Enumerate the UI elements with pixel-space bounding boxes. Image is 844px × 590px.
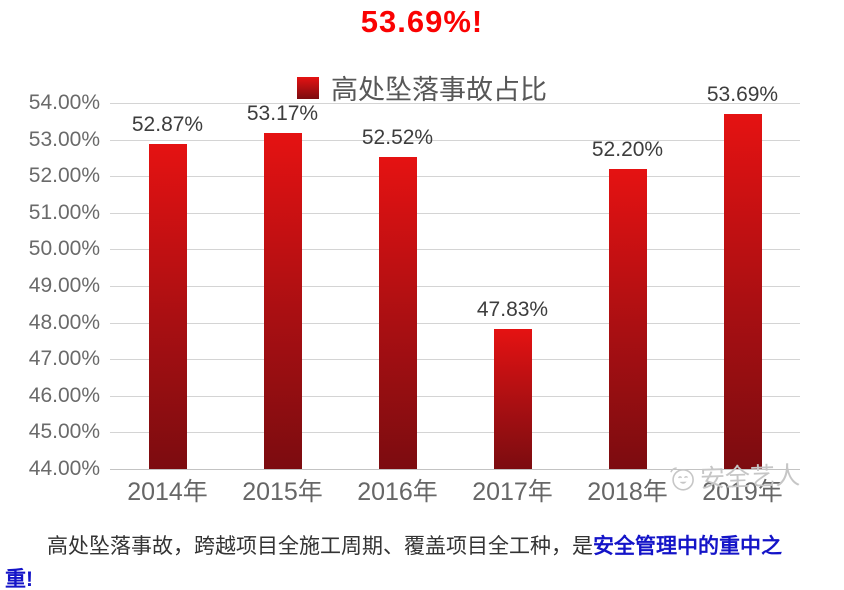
gridline [110,139,800,141]
bar-2017年 [493,328,532,469]
gridline [110,395,800,397]
bar-2016年 [378,157,417,469]
gridline [110,469,800,470]
bar-value-label: 52.20% [591,137,664,161]
x-axis-tick-label: 2018年 [587,478,668,506]
x-axis-tick-label: 2015年 [242,478,323,506]
y-axis-tick-label: 54.00% [28,91,100,114]
y-axis-tick-label: 46.00% [28,383,100,407]
footer-text-line2: 重! [5,563,839,590]
gridline [110,103,800,104]
gridline [110,286,800,287]
x-axis-tick-label: 2016年 [357,478,438,506]
gridline [110,359,800,361]
gridline [110,212,800,214]
bar-value-label: 47.83% [476,297,549,321]
legend-label: 高处坠落事故占比 [331,75,547,105]
chart-legend: 高处坠落事故占比 [0,68,844,107]
y-axis-tick-label: 49.00% [28,274,100,297]
bar-value-label: 53.17% [246,102,319,126]
bar-2015年 [263,133,302,469]
gridline [110,176,800,178]
y-axis-tick-label: 48.00% [28,310,100,334]
y-axis-tick-label: 47.00% [28,347,100,371]
gridline [110,322,800,324]
y-axis-tick-label: 50.00% [28,237,100,261]
y-axis-tick-label: 45.00% [28,420,100,444]
bar-value-label: 52.52% [361,126,434,150]
bar-value-label: 53.69% [706,83,779,107]
bar-2014年 [148,144,187,469]
footer-highlight-text: 安全管理中的重中之 [593,535,782,558]
y-axis-tick-label: 44.00% [28,457,100,480]
legend-swatch-icon [297,76,319,99]
footer-highlight-text: 重! [5,568,33,590]
bar-2018年 [608,168,647,469]
bar-value-label: 52.87% [131,113,204,137]
y-axis-tick-label: 53.00% [28,127,100,151]
footer-text-line1: 高处坠落事故，跨越项目全施工周期、覆盖项目全工种，是安全管理中的重中之 [47,530,839,560]
gridline [110,432,800,434]
y-axis-tick-label: 51.00% [28,200,100,224]
x-axis-tick-label: 2017年 [472,478,553,506]
x-axis-tick-label: 2019年 [702,478,783,506]
footer-normal-text: 高处坠落事故，跨越项目全施工周期、覆盖项目全工种，是 [47,535,593,558]
gridline [110,249,800,251]
x-axis-tick-label: 2014年 [127,478,208,506]
y-axis-tick-label: 52.00% [28,164,100,188]
bar-chart: 44.00% 45.00% 46.00% 47.00% 48.00% 49.00% 50.0… [28,83,800,506]
bar-2019年 [723,114,762,469]
page-title: 53.69%! [360,4,484,39]
